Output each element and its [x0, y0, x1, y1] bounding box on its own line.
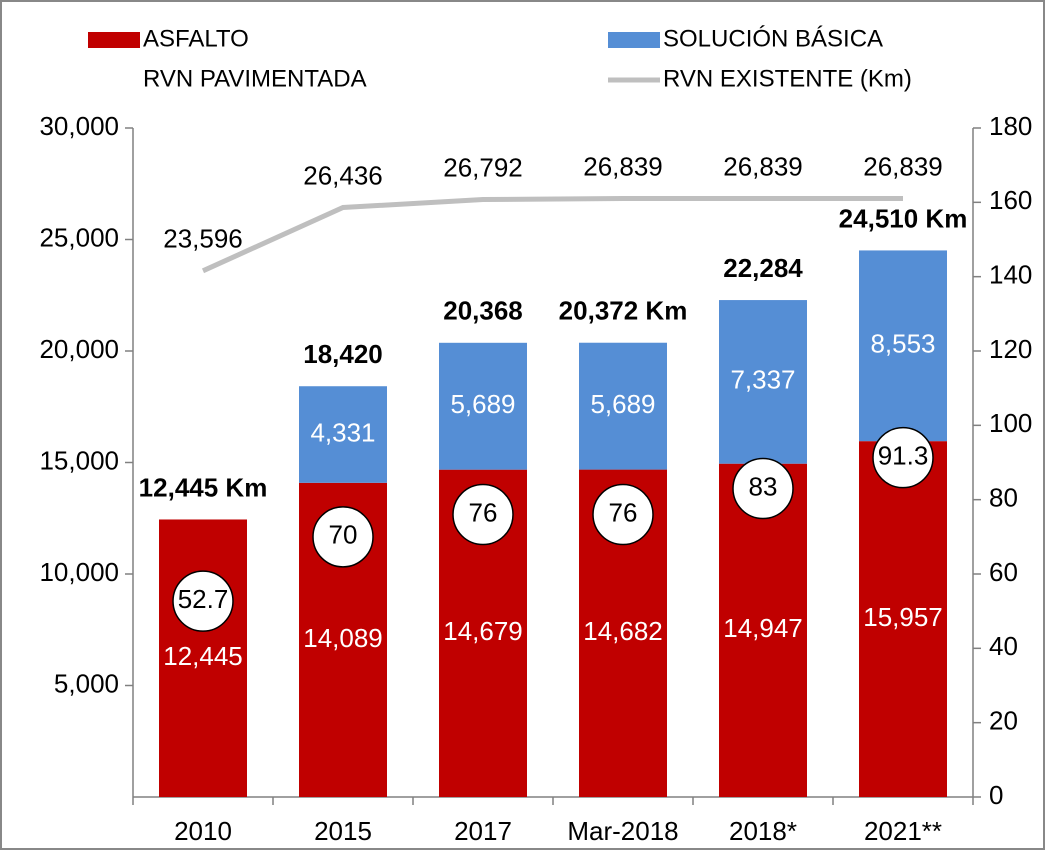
y-tick-label: 15,000 — [39, 445, 119, 475]
line-value-label: 26,839 — [863, 151, 943, 181]
y2-tick-label: 40 — [989, 631, 1018, 661]
marker — [312, 506, 374, 568]
marker — [872, 426, 934, 489]
line-value-label: 26,436 — [303, 160, 383, 190]
y-tick-label: 30,000 — [39, 111, 119, 141]
bar-value-label: 7,337 — [730, 365, 795, 395]
bar-segment — [439, 342, 527, 470]
y2-tick-label: 60 — [989, 557, 1018, 587]
y2-tick-label: 80 — [989, 483, 1018, 513]
line — [201, 195, 903, 274]
total-label: 24,510 Km — [839, 203, 968, 233]
y2-tick-label: 140 — [989, 260, 1032, 290]
marker — [452, 483, 514, 546]
legend-label: RVN EXISTENTE (Km) — [663, 65, 912, 92]
bar-segment — [299, 386, 387, 483]
total-label: 18,420 — [303, 339, 383, 369]
y2-tick-label: 120 — [989, 334, 1032, 364]
total-label: 12,445 Km — [139, 472, 268, 502]
bar-value-label: 12,445 — [163, 641, 243, 671]
line-value-label: 26,839 — [723, 151, 803, 181]
y-tick-label: 10,000 — [39, 557, 119, 587]
bar-value-label: 15,957 — [863, 602, 943, 632]
bar-value-label: 4,331 — [310, 417, 375, 447]
line-value-label: 23,596 — [163, 224, 243, 254]
bar-value-label: 14,947 — [723, 613, 803, 643]
y-tick-label: 5,000 — [54, 668, 119, 698]
legend-label: ASFALTO — [143, 25, 249, 52]
x-tick-label: 2018* — [729, 816, 797, 846]
marker-label: 70 — [329, 520, 358, 550]
legend-swatch — [608, 32, 660, 48]
x-tick-label: Mar-2018 — [567, 816, 678, 846]
bar-value-label: 14,679 — [443, 616, 523, 646]
bar-segment — [859, 250, 947, 442]
y2-tick-label: 180 — [989, 111, 1032, 141]
total-label: 20,368 — [443, 296, 523, 326]
bar-value-label: 14,089 — [303, 623, 383, 653]
total-label: 22,284 — [723, 253, 803, 283]
bar-segment — [159, 519, 247, 797]
x-tick-label: 2010 — [174, 816, 232, 846]
x-tick-label: 2021** — [864, 816, 942, 846]
marker — [172, 570, 234, 632]
bar-value-label: 8,553 — [870, 329, 935, 359]
marker-label: 76 — [469, 497, 498, 527]
marker-label: 91.3 — [878, 441, 929, 471]
bar-value-label: 5,689 — [450, 389, 515, 419]
legend-label: RVN PAVIMENTADA — [143, 65, 367, 92]
marker — [732, 457, 794, 520]
marker-label: 76 — [609, 497, 638, 527]
y2-tick-label: 160 — [989, 185, 1032, 215]
bar-value-label: 14,682 — [583, 616, 663, 646]
legend-label: SOLUCIÓN BÁSICA — [663, 25, 883, 52]
bar-segment — [719, 300, 807, 464]
bar-value-label: 5,689 — [590, 389, 655, 419]
marker — [592, 483, 654, 546]
total-label: 20,372 Km — [559, 296, 688, 326]
legend-swatch — [88, 32, 140, 48]
y-tick-label: 25,000 — [39, 222, 119, 252]
y-tick-label: 20,000 — [39, 334, 119, 364]
y2-tick-label: 0 — [989, 780, 1003, 810]
y2-tick-label: 100 — [989, 408, 1032, 438]
line-value-label: 26,839 — [583, 151, 663, 181]
line-value-label: 26,792 — [443, 152, 523, 182]
marker-label: 52.7 — [178, 584, 229, 614]
x-tick-label: 2017 — [454, 816, 512, 846]
marker-label: 83 — [749, 471, 778, 501]
bar-segment — [859, 441, 947, 797]
bar-segment — [579, 342, 667, 470]
x-tick-label: 2015 — [314, 816, 372, 846]
y2-tick-label: 20 — [989, 706, 1018, 736]
